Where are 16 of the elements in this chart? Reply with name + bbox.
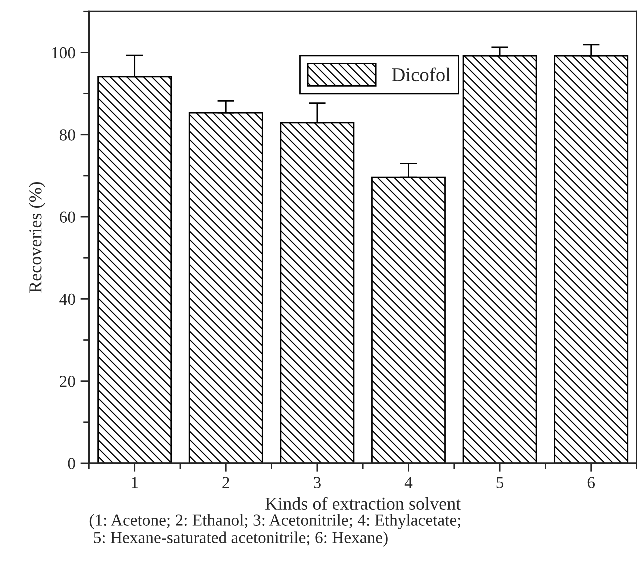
x-tick-label: 6 [588,477,596,488]
x-tick-label: 1 [132,477,138,488]
text: (1: Acetone; 2: Ethanol; 3: Acetonitrile; 4: Ethylacetate; 5: Hexane-saturated acetonitrile; 6: Hexane) [90,514,460,547]
x-tick-label: 5 [496,477,504,488]
legend-label: Dicofol [392,68,451,82]
y-tick-label: 100 [52,47,76,59]
y-tick-label: 40 [60,294,76,306]
y-tick-label: 60 [60,212,76,223]
y-tick-label: 80 [60,130,76,141]
x-axis-title: Kinds of extraction solvent [266,497,462,510]
y-tick-label: 20 [60,376,76,388]
x-tick-label: 4 [404,477,413,488]
y-tick-label: 0 [68,458,76,470]
x-tick-label: 2 [222,477,230,488]
y-axis-title: Recoveries (%) [29,182,46,293]
x-tick-label: 3 [314,477,321,488]
